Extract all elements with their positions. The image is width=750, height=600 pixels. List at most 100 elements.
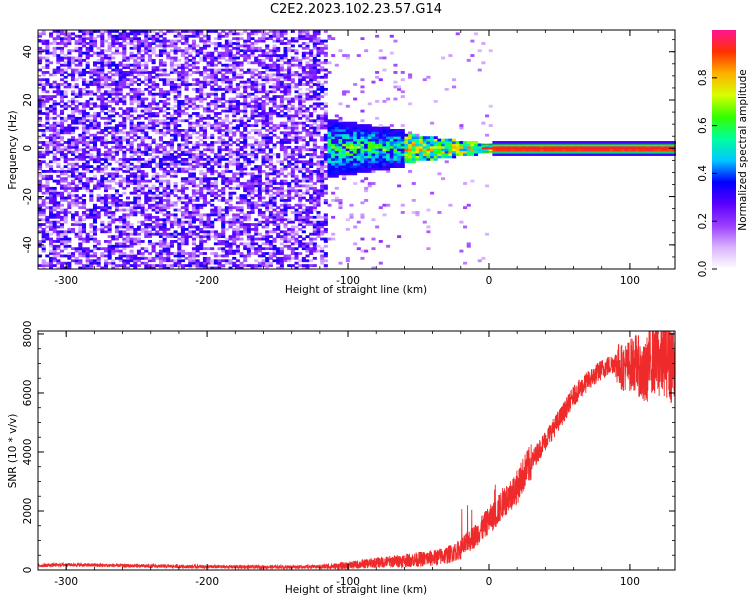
heatmap-cell [298,244,303,248]
heatmap-cell [283,240,288,243]
heatmap-cell [334,119,339,123]
heatmap-cell [206,39,211,43]
heatmap-cell [287,73,292,77]
heatmap-cell [122,121,127,125]
heatmap-cell [151,148,156,152]
heatmap-cell [323,223,328,226]
heatmap-cell [81,34,87,38]
heatmap-cell [268,165,273,168]
heatmap-cell [107,196,112,200]
heatmap-cell [191,189,196,193]
heatmap-cell [70,114,76,118]
heatmap-cell [107,172,112,176]
heatmap-cell [162,121,167,125]
heatmap-cell [290,249,295,253]
heatmap-cell [228,109,233,113]
heatmap-cell [52,126,57,130]
heatmap-cell [305,259,310,263]
heatmap-cell [177,95,182,98]
heatmap-cell [221,128,226,132]
heatmap-cell [294,85,299,89]
heatmap-cell [202,153,207,156]
heatmap-cell [254,85,259,89]
heatmap-cell [151,75,156,79]
heatmap-cell [96,90,101,94]
heatmap-cell [151,225,156,229]
heatmap-cell [217,85,222,89]
heatmap-cell [74,107,79,111]
heatmap-cell [52,80,57,84]
heatmap-cell [338,198,343,202]
heatmap-cell [239,141,244,144]
heatmap-cell [169,148,174,152]
heatmap-cell [213,73,218,77]
heatmap-cell [188,266,193,270]
heatmap-cell [81,264,87,267]
heatmap-cell [151,107,156,111]
heatmap-cell [48,104,54,108]
heatmap-cell [74,121,79,125]
heatmap-cell [169,56,174,60]
heatmap-cell [268,254,273,258]
heatmap-cell [331,119,336,123]
heatmap-cell [136,30,141,33]
heatmap-cell [199,119,204,123]
heatmap-cell [290,80,295,84]
heatmap-cell [155,208,160,212]
heatmap-cell [59,179,65,183]
heatmap-cell [103,155,109,159]
heatmap-cell [136,126,141,130]
heatmap-cell [228,44,233,48]
heatmap-cell [188,141,193,144]
heatmap-cell [246,264,251,267]
heatmap-cell [305,44,310,48]
heatmap-cell [250,30,255,33]
heatmap-cell [59,71,65,74]
heatmap-cell [136,196,141,200]
heatmap-cell [89,73,94,77]
heatmap-cell [38,46,43,50]
heatmap-cell [48,256,54,260]
heatmap-cell [147,162,152,166]
heatmap-cell [294,160,299,164]
heatmap-cell [118,107,123,111]
heatmap-cell [188,54,193,57]
heatmap-cell [235,153,240,156]
heatmap-cell [276,211,281,214]
heatmap-cell [250,42,255,45]
heatmap-cell [162,213,167,217]
heatmap-cell [180,119,185,123]
heatmap-cell [67,191,72,195]
heatmap-cell [224,213,229,217]
heatmap-cell [235,75,240,79]
heatmap-cell [298,215,303,219]
heatmap-cell [232,240,237,243]
heatmap-cell [155,39,160,43]
heatmap-cell [140,109,145,113]
heatmap-cell [316,39,321,43]
heatmap-cell [158,119,163,123]
heatmap-cell [261,162,266,166]
heatmap-cell [166,232,171,236]
heatmap-cell [162,230,167,234]
heatmap-cell [103,167,109,171]
heatmap-cell [217,44,222,48]
heatmap-cell [316,42,321,45]
heatmap-cell [257,247,262,251]
heatmap-cell [250,61,255,65]
heatmap-cell [38,223,43,226]
heatmap-cell [125,165,130,168]
heatmap-cell [287,264,292,267]
heatmap-cell [188,220,193,224]
heatmap-cell [320,177,325,181]
heatmap-cell [133,138,138,142]
heatmap-cell [294,252,299,255]
heatmap-cell [191,148,196,152]
heatmap-cell [107,215,112,219]
heatmap-cell [199,116,204,120]
heatmap-cell [78,266,83,270]
heatmap-cell [217,165,222,168]
heatmap-cell [195,95,200,98]
heatmap-cell [144,165,149,168]
heatmap-cell [250,51,255,55]
